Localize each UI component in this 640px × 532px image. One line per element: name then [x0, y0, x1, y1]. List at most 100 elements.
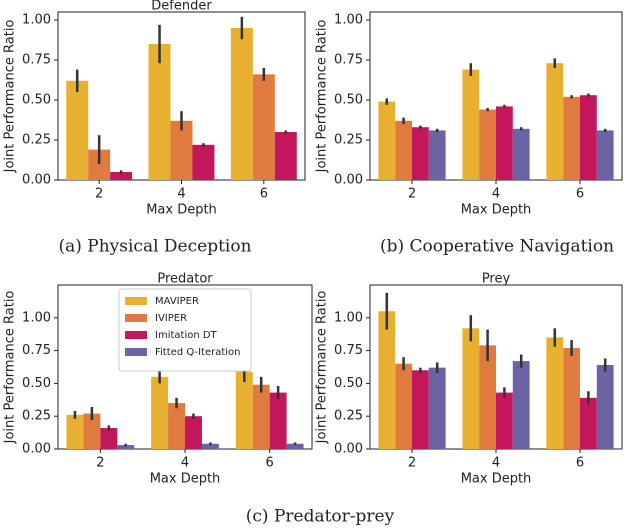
- y-tick-label: 0.00: [334, 442, 363, 457]
- y-tick-label: 0.25: [22, 409, 51, 424]
- x-tick-label: 6: [260, 187, 268, 202]
- chart-title: Defender: [151, 0, 212, 14]
- bar: [395, 120, 412, 180]
- bar: [378, 101, 396, 180]
- bar: [412, 370, 429, 449]
- y-tick-label: 0.50: [22, 93, 51, 108]
- x-tick-label: 6: [576, 456, 584, 471]
- x-axis-label: Max Depth: [461, 203, 532, 218]
- x-tick-label: 4: [177, 187, 185, 202]
- bar: [201, 443, 219, 449]
- legend-label: Imitation DT: [155, 330, 218, 341]
- bar: [148, 44, 171, 180]
- y-tick-label: 1.00: [334, 13, 363, 28]
- x-tick-label: 4: [492, 187, 500, 202]
- bar: [88, 149, 111, 180]
- bar: [563, 347, 580, 449]
- y-tick-label: 0.00: [22, 442, 51, 457]
- x-tick-label: 6: [266, 456, 274, 471]
- x-axis-label: Max Depth: [146, 203, 217, 218]
- caption: (b) Cooperative Navigation: [380, 237, 614, 257]
- legend-swatch: [125, 348, 147, 356]
- legend-swatch: [125, 331, 147, 339]
- bar: [580, 397, 597, 449]
- x-axis-label: Max Depth: [150, 472, 221, 487]
- bar: [83, 413, 101, 449]
- bar: [66, 414, 84, 449]
- bar: [100, 428, 118, 449]
- y-axis-label: Joint Performance Ratio: [3, 20, 18, 174]
- chart-title: Prey: [482, 272, 511, 287]
- x-tick-label: 2: [408, 456, 416, 471]
- y-tick-label: 0.50: [334, 376, 363, 391]
- x-tick-label: 2: [408, 187, 416, 202]
- chart-title: Predator: [157, 272, 213, 287]
- x-tick-label: 6: [576, 187, 584, 202]
- bar: [512, 361, 530, 449]
- y-tick-label: 1.00: [22, 310, 51, 325]
- legend-label: Fitted Q-Iteration: [155, 347, 241, 358]
- y-tick-label: 0.75: [334, 53, 363, 68]
- bar: [546, 337, 564, 449]
- bar: [230, 28, 253, 180]
- x-tick-label: 2: [96, 456, 104, 471]
- bar: [496, 106, 513, 180]
- bar: [235, 371, 253, 449]
- caption: (a) Physical Deception: [58, 237, 251, 257]
- bar: [580, 95, 597, 180]
- y-tick-label: 1.00: [334, 310, 363, 325]
- bar: [462, 328, 480, 449]
- y-tick-label: 0.75: [22, 53, 51, 68]
- y-tick-label: 1.00: [22, 13, 51, 28]
- caption: (c) Predator-prey: [246, 507, 395, 527]
- bar: [252, 384, 270, 449]
- bar: [479, 109, 496, 180]
- bar: [378, 311, 396, 449]
- bar: [151, 376, 169, 449]
- y-axis-label: Joint Performance Ratio: [3, 291, 18, 445]
- bar: [428, 130, 446, 180]
- bar: [269, 392, 287, 449]
- y-axis-label: Joint Performance Ratio: [315, 20, 330, 174]
- y-tick-label: 0.25: [22, 133, 51, 148]
- y-axis-label: Joint Performance Ratio: [315, 291, 330, 445]
- bar: [546, 63, 564, 181]
- y-tick-label: 0.00: [334, 173, 363, 188]
- y-tick-label: 0.50: [22, 376, 51, 391]
- bar: [168, 403, 185, 449]
- bar: [412, 127, 429, 180]
- y-tick-label: 0.50: [334, 93, 363, 108]
- x-tick-label: 4: [181, 456, 189, 471]
- x-tick-label: 2: [95, 187, 103, 202]
- legend-swatch: [125, 314, 147, 322]
- bar: [192, 144, 215, 180]
- bar: [563, 96, 580, 180]
- bar: [462, 69, 480, 180]
- bar: [274, 132, 297, 180]
- bar: [252, 74, 275, 180]
- bar: [110, 172, 133, 180]
- y-tick-label: 0.25: [334, 133, 363, 148]
- bar: [66, 80, 89, 180]
- x-tick-label: 4: [492, 456, 500, 471]
- x-axis-label: Max Depth: [461, 472, 532, 487]
- bar: [170, 120, 193, 180]
- bar: [596, 365, 614, 449]
- legend-box: [118, 288, 252, 372]
- bar: [185, 416, 202, 449]
- bar: [479, 345, 496, 449]
- bar: [428, 367, 446, 449]
- bar: [117, 445, 135, 449]
- bar: [596, 130, 614, 180]
- legend-label: IVIPER: [155, 313, 187, 324]
- legend-swatch: [125, 297, 147, 305]
- y-tick-label: 0.00: [22, 173, 51, 188]
- y-tick-label: 0.75: [22, 343, 51, 358]
- y-tick-label: 0.25: [334, 409, 363, 424]
- legend-label: MAVIPER: [155, 296, 199, 307]
- bar: [286, 443, 304, 449]
- bar: [512, 128, 530, 180]
- bar: [395, 363, 412, 449]
- y-tick-label: 0.75: [334, 343, 363, 358]
